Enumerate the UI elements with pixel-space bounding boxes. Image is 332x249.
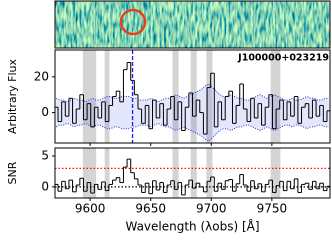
masked-band <box>82 148 97 198</box>
masked-band <box>190 148 197 198</box>
source-circle <box>119 8 147 36</box>
masked-band <box>270 148 281 198</box>
step-riser <box>57 62 328 135</box>
y-tick-label: 0 <box>41 105 49 119</box>
object-label: J100000+023219 <box>237 53 329 64</box>
image-noise <box>55 1 330 48</box>
image-frame <box>54 0 331 49</box>
y-tick-label: 20 <box>34 69 49 83</box>
masked-band <box>82 50 97 143</box>
x-tick-label: 9750 <box>257 202 288 216</box>
y-tick-label: 5 <box>41 149 49 163</box>
masked-band <box>206 148 213 198</box>
step-riser <box>57 159 328 195</box>
masked-band <box>206 50 213 143</box>
y-tick-label: 0 <box>41 179 49 193</box>
x-tick-label: 9700 <box>196 202 227 216</box>
x-axis-label: Wavelength (λobs) [Å] <box>125 219 259 234</box>
masked-band <box>270 50 281 143</box>
y-axis-label: Arbitrary Flux <box>6 58 19 134</box>
masked-band <box>190 50 197 143</box>
masked-band <box>172 148 179 198</box>
x-tick-label: 9650 <box>135 202 166 216</box>
masked-band <box>172 50 179 143</box>
panel-frame <box>54 147 331 199</box>
masked-band <box>104 148 110 198</box>
panel-frame <box>54 49 331 144</box>
spectrum-image <box>54 0 331 49</box>
x-tick-label: 9600 <box>75 202 106 216</box>
y-axis-label: SNR <box>6 161 19 184</box>
